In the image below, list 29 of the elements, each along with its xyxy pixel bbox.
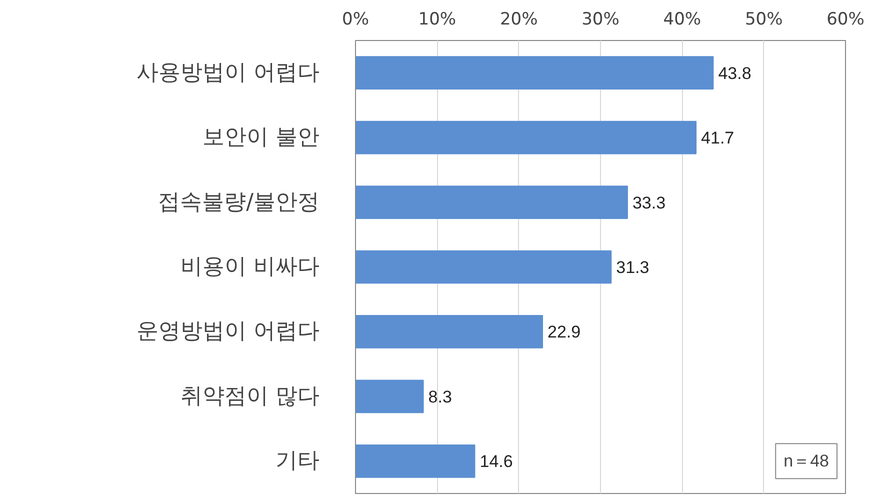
bar [356,380,424,414]
x-tick-label: 40% [663,10,702,30]
x-tick-label: 60% [826,10,864,30]
data-label: 41.7 [701,128,734,148]
data-label: 33.3 [632,193,666,212]
data-label: 8.3 [428,387,452,406]
y-tick-label: 운영방법이 어렵다 [136,319,320,344]
data-label: 14.6 [480,452,513,472]
bar [356,56,714,90]
data-label: 22.9 [548,322,581,342]
data-label: 43.8 [718,64,752,83]
bar [356,315,544,348]
y-tick-label: 사용방법이 어렵다 [136,60,320,86]
x-tick-label: 50% [744,10,783,30]
annotation: n＝48 [784,452,829,471]
x-tick-label: 0% [342,10,369,30]
bar [356,250,612,284]
y-tick-label: 기타 [276,448,320,474]
x-tick-label: 10% [418,10,456,30]
y-tick-label: 비용이 비싸다 [180,254,320,280]
bar [356,186,628,219]
bar [356,120,697,154]
x-tick-label: 20% [500,10,538,30]
y-tick-label: 접속불량/불안정 [158,190,320,215]
bar [356,444,476,478]
x-tick-label: 30% [582,10,620,30]
data-label: 31.3 [616,258,650,277]
y-tick-label: 보안이 불안 [202,125,320,150]
y-tick-label: 취약점이 많다 [180,384,320,409]
